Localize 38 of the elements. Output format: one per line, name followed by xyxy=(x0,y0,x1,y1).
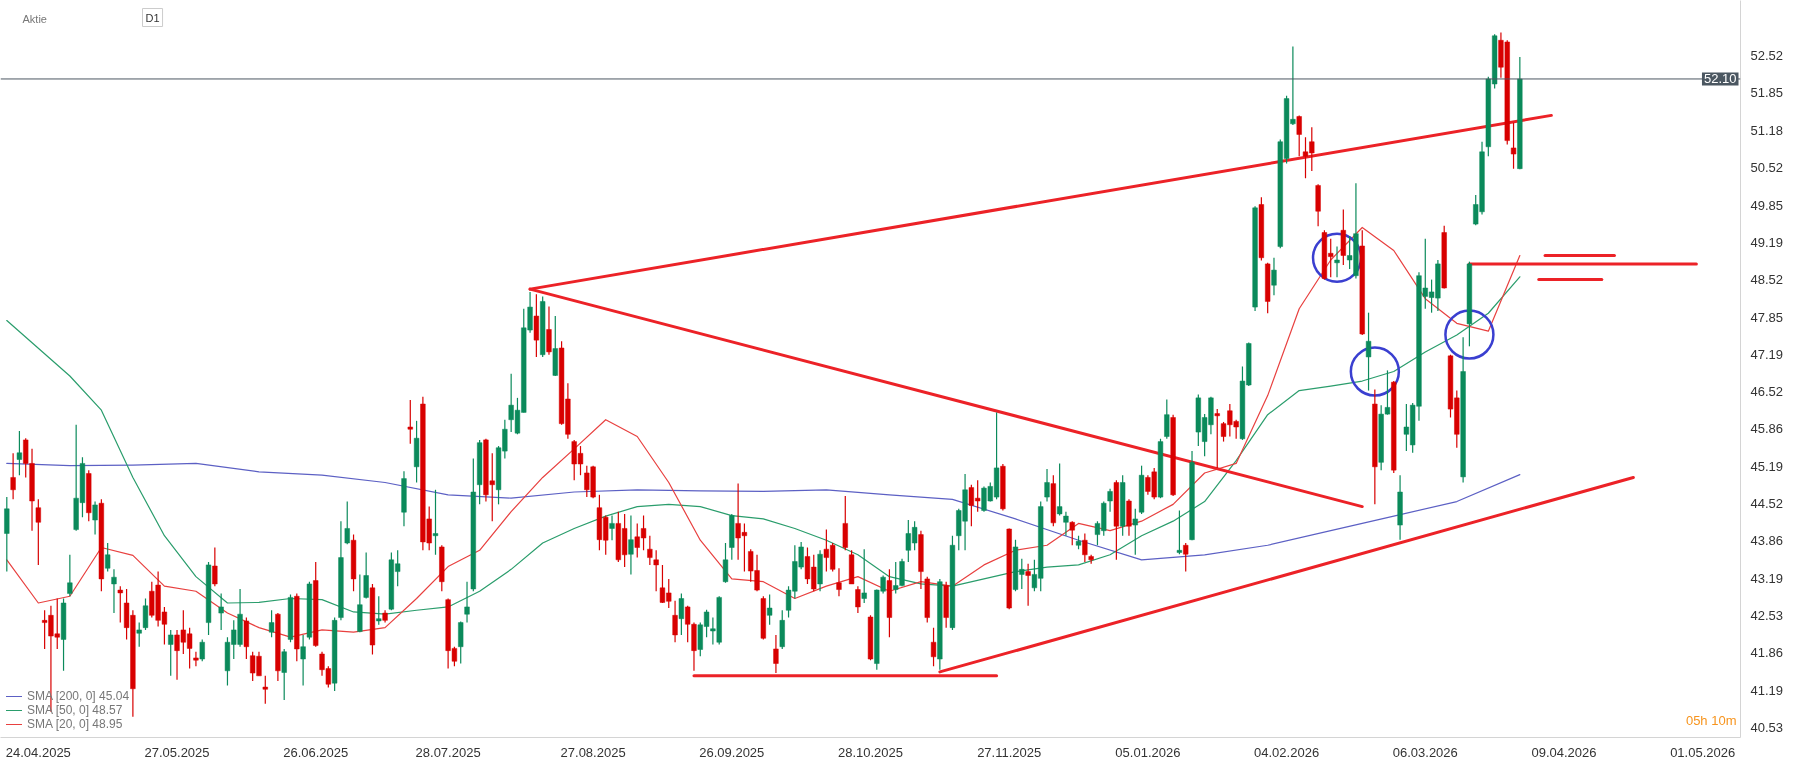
y-tick-label: 51.85 xyxy=(1750,85,1784,101)
annotation: 05h 10m xyxy=(1685,712,1737,728)
x-tick-label: 27.08.2025 xyxy=(560,744,626,760)
y-tick-label: 45.86 xyxy=(1750,421,1784,437)
y-tick-label: 43.19 xyxy=(1750,570,1784,586)
ref-line-label: 52.10 xyxy=(1703,71,1737,87)
legend-label: SMA [50, 0] 48.57 xyxy=(27,703,123,717)
y-tick-label: 51.18 xyxy=(1750,123,1784,139)
annotation: Aktie xyxy=(22,12,47,25)
y-tick-label: 41.86 xyxy=(1750,645,1784,661)
x-tick-label: 27.11.2025 xyxy=(977,744,1042,760)
x-tick-label: 01.05.2026 xyxy=(1670,744,1736,760)
y-tick-label: 46.52 xyxy=(1750,384,1784,400)
x-tick-label: 26.06.2025 xyxy=(283,744,349,760)
y-tick-label: 49.85 xyxy=(1750,197,1784,213)
x-tick-label: 09.04.2026 xyxy=(1531,744,1597,760)
annotation: D1 xyxy=(145,11,160,24)
y-tick-label: 42.53 xyxy=(1750,607,1784,623)
x-tick-label: 28.07.2025 xyxy=(415,744,481,760)
y-tick-label: 40.53 xyxy=(1750,719,1784,735)
x-tick-label: 04.02.2026 xyxy=(1254,744,1320,760)
y-tick-label: 47.19 xyxy=(1750,346,1784,362)
x-tick-label: 27.05.2025 xyxy=(144,744,210,760)
x-tick-label: 06.03.2026 xyxy=(1392,744,1458,760)
y-tick-label: 45.19 xyxy=(1750,458,1784,474)
y-tick-label: 44.52 xyxy=(1750,496,1784,512)
legend-label: SMA [20, 0] 48.95 xyxy=(27,717,123,731)
y-tick-label: 41.19 xyxy=(1750,682,1784,698)
x-tick-label: 28.10.2025 xyxy=(837,744,904,760)
y-tick-label: 49.19 xyxy=(1750,234,1784,250)
x-tick-label: 05.01.2026 xyxy=(1115,744,1181,760)
y-tick-label: 48.52 xyxy=(1750,272,1784,288)
y-tick-label: 43.86 xyxy=(1750,533,1784,549)
y-tick-label: 50.52 xyxy=(1750,160,1784,176)
y-tick-label: 47.85 xyxy=(1750,309,1784,325)
x-tick-label: 24.04.2025 xyxy=(5,744,71,760)
x-tick-label: 26.09.2025 xyxy=(699,744,765,760)
y-tick-label: 52.52 xyxy=(1750,47,1784,63)
